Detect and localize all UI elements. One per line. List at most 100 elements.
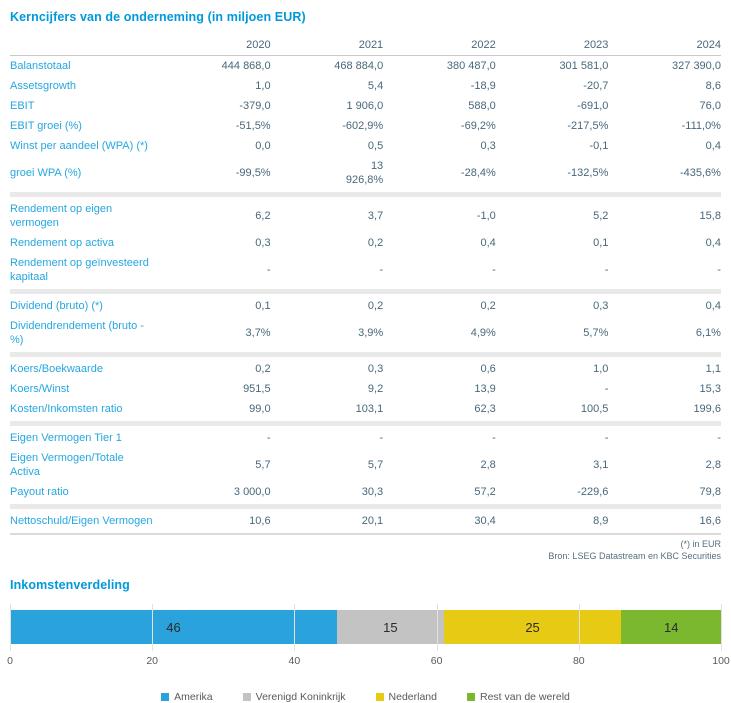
value-cell: 0,2: [255, 363, 271, 375]
value-cell: 0,3: [480, 140, 496, 152]
row-label: Balanstotaal: [10, 60, 71, 72]
value-cell: -: [266, 432, 271, 444]
x-axis: 0 20 40 60 80 100: [7, 653, 730, 669]
row-label: Payout ratio: [10, 486, 69, 498]
bar-segment-4: 14: [621, 610, 721, 644]
x-axis-tick-label: 100: [712, 655, 730, 667]
value-cell: 3 000,0: [233, 486, 271, 498]
value-cell: -217,5%: [567, 120, 609, 132]
value-cell: 5,7%: [583, 327, 609, 339]
value-cell: 0,2: [367, 237, 384, 249]
legend-label: Rest van de wereld: [479, 691, 570, 703]
value-cell: 9,2: [367, 383, 384, 395]
legend-item: Amerika: [161, 691, 213, 703]
gridline: [10, 604, 11, 651]
table-row: Winst per aandeel (WPA) (*) 0,0 0,5 0,3 -0,1…: [10, 136, 721, 156]
value-cell: 4,9%: [470, 327, 496, 339]
value-cell: -20,7: [583, 80, 609, 92]
value-cell: -28,4%: [460, 167, 496, 179]
value-cell: -111,0%: [681, 120, 721, 132]
value-cell: 0,5: [367, 140, 384, 152]
value-cell: 0,6: [480, 363, 496, 375]
table-row: Eigen Vermogen/Totale Activa 5,7 5,7 2,8 3,1…: [10, 448, 721, 482]
value-cell: 99,0: [249, 403, 271, 415]
value-cell: -602,9%: [342, 120, 384, 132]
year-header-cell: 2024: [696, 39, 721, 51]
value-cell: 62,3: [474, 403, 496, 415]
table-row: Rendement op eigen vermogen 6,2 3,7 -1,0 5,2…: [10, 199, 721, 233]
legend-item: Nederland: [375, 691, 437, 703]
bar-segment-3: 25: [443, 610, 622, 644]
row-label: Rendement op eigen vermogen: [10, 203, 113, 229]
value-cell: 444 868,0: [221, 60, 271, 72]
value-cell: -: [379, 264, 384, 276]
value-cell: -691,0: [577, 100, 609, 112]
value-cell: 13 926,8%: [345, 160, 384, 186]
value-cell: 0,1: [593, 237, 609, 249]
value-cell: -: [604, 432, 609, 444]
table-row: Balanstotaal 444 868,0 468 884,0 380 487,0 3…: [10, 56, 721, 76]
value-cell: 20,1: [361, 515, 384, 527]
row-label: Koers/Boekwaarde: [10, 363, 103, 375]
table-row: groei WPA (%) -99,5% 13 926,8% -28,4% -132,5…: [10, 156, 721, 190]
value-cell: 15,3: [699, 383, 721, 395]
table-row: Koers/Boekwaarde 0,2 0,3 0,6 1,0 1,1: [10, 359, 721, 379]
table-row: Rendement op activa 0,3 0,2 0,4 0,1 0,4: [10, 233, 721, 253]
legend-swatch-icon: [161, 693, 170, 701]
value-cell: 380 487,0: [446, 60, 496, 72]
value-cell: -: [379, 432, 384, 444]
value-cell: -: [492, 432, 496, 444]
value-cell: 2,8: [705, 459, 721, 471]
key-figures-table: Balanstotaal 444 868,0 468 884,0 380 487,0 3…: [10, 56, 721, 531]
value-cell: -379,0: [239, 100, 271, 112]
value-cell: -: [604, 383, 609, 395]
value-cell: -1,0: [476, 210, 496, 222]
table-row: Dividendrendement (bruto - %) 3,7% 3,9% 4,9…: [10, 316, 721, 350]
value-cell: 10,6: [249, 515, 271, 527]
value-cell: 5,2: [593, 210, 609, 222]
value-cell: 0,4: [705, 140, 721, 152]
value-cell: 0,2: [480, 300, 496, 312]
table-row: Eigen Vermogen Tier 1 - - - - -: [10, 428, 721, 448]
header-label-spacer: [10, 43, 158, 49]
value-cell: 1 906,0: [346, 100, 384, 112]
table-row: EBIT -379,0 1 906,0 588,0 -691,0 76,0: [10, 96, 721, 116]
value-cell: -: [492, 264, 496, 276]
table-row: EBIT groei (%) -51,5% -602,9% -69,2% -217,5%…: [10, 116, 721, 136]
x-axis-tick-label: 80: [572, 655, 585, 667]
value-cell: -229,6: [577, 486, 609, 498]
value-cell: 30,4: [474, 515, 496, 527]
gridline: [721, 604, 722, 651]
value-cell: 0,3: [255, 237, 271, 249]
value-cell: 100,5: [580, 403, 609, 415]
value-cell: 103,1: [355, 403, 384, 415]
value-cell: 13,9: [474, 383, 496, 395]
table-row: Kosten/Inkomsten ratio 99,0 103,1 62,3 100,5…: [10, 399, 721, 419]
value-cell: 15,8: [699, 210, 721, 222]
year-header-cell: 2023: [583, 39, 609, 51]
bar-segment-2: 15: [337, 610, 444, 644]
table-row: Koers/Winst 951,5 9,2 13,9 - 15,3: [10, 379, 721, 399]
value-cell: -99,5%: [235, 167, 271, 179]
gridline: [578, 604, 580, 651]
value-cell: 588,0: [468, 100, 496, 112]
value-cell: 3,7%: [245, 327, 271, 339]
row-label: Eigen Vermogen/Totale Activa: [10, 452, 124, 478]
legend-label: Verenigd Koninkrijk: [255, 691, 346, 703]
value-cell: 1,0: [593, 363, 609, 375]
value-cell: 30,3: [361, 486, 384, 498]
row-label: Winst per aandeel (WPA) (*): [10, 140, 148, 152]
x-axis-tick-label: 60: [430, 655, 443, 667]
value-cell: 1,1: [705, 363, 721, 375]
value-cell: -18,9: [470, 80, 496, 92]
chart-title: Inkomstenverdeling: [10, 578, 130, 592]
legend-swatch-icon: [375, 693, 384, 701]
value-cell: 0,4: [480, 237, 496, 249]
table-footnotes: (*) in EUR Bron: LSEG Datastream en KBC …: [10, 533, 721, 562]
stacked-bar: 46 15 25 14: [10, 610, 721, 644]
value-cell: 3,1: [593, 459, 609, 471]
row-label: Koers/Winst: [10, 383, 70, 395]
value-cell: 0,0: [255, 140, 271, 152]
value-cell: -0,1: [589, 140, 609, 152]
